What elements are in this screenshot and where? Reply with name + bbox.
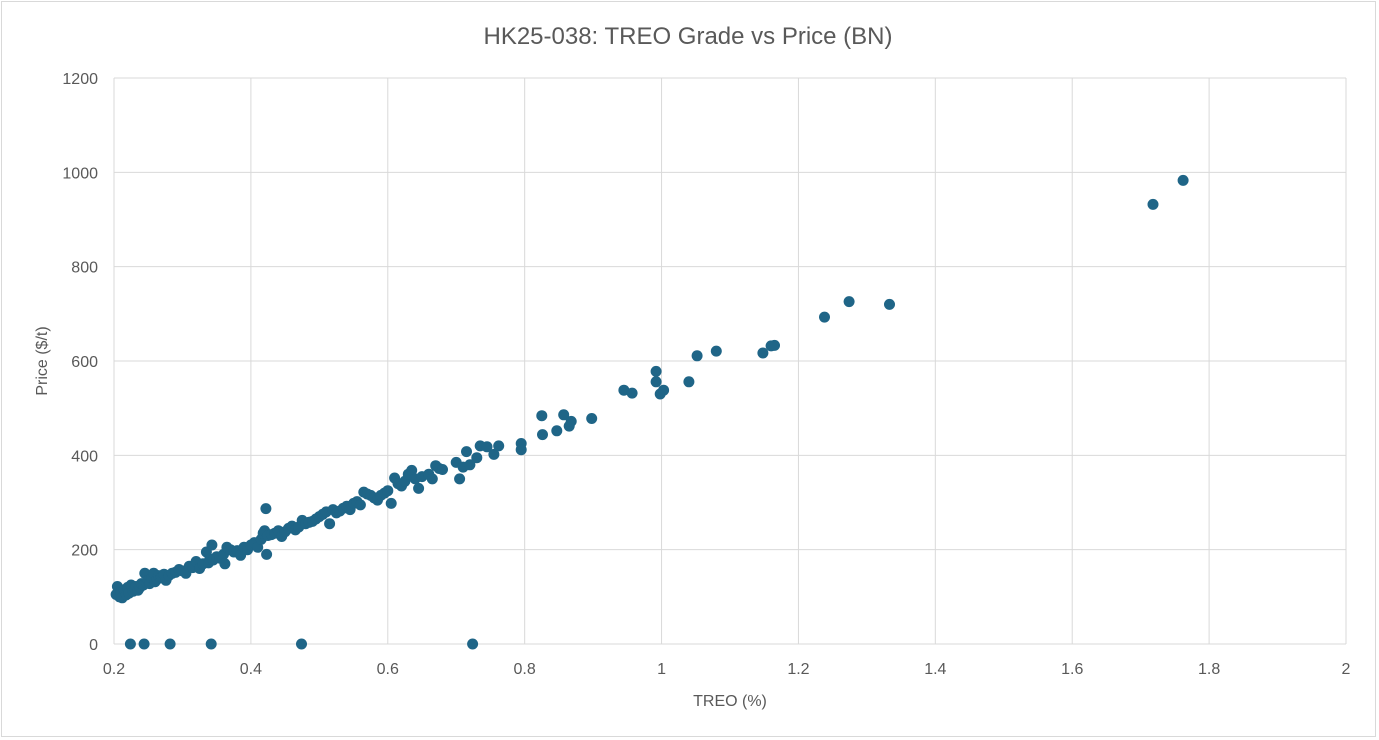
y-tick-label: 600	[71, 354, 98, 371]
data-point	[626, 387, 638, 399]
data-point	[206, 539, 218, 551]
data-point	[658, 384, 670, 396]
data-point	[296, 638, 307, 650]
data-point	[819, 311, 830, 323]
x-tick-label: 0.8	[514, 661, 536, 678]
data-point	[124, 638, 136, 650]
y-tick-label: 200	[71, 543, 98, 560]
x-tick-label: 2	[1342, 661, 1351, 678]
data-point	[406, 464, 418, 476]
y-tick-label: 1200	[62, 71, 98, 88]
x-axis-label: TREO (%)	[693, 693, 767, 710]
data-point	[1147, 198, 1159, 210]
data-point	[261, 548, 273, 560]
data-point	[464, 459, 476, 471]
data-point	[260, 503, 272, 515]
x-tick-label: 0.2	[103, 661, 125, 678]
data-point	[650, 376, 662, 388]
x-tick-label: 1.4	[924, 661, 946, 678]
chart-title: HK25-038: TREO Grade vs Price (BN)	[483, 23, 892, 50]
data-point	[537, 429, 548, 441]
data-point	[461, 446, 472, 458]
data-point	[650, 365, 662, 377]
data-point	[843, 296, 855, 308]
data-point	[164, 638, 176, 650]
data-point	[354, 499, 366, 511]
data-point	[710, 345, 722, 357]
data-point	[586, 413, 598, 424]
data-point	[488, 448, 500, 460]
data-point	[558, 409, 570, 421]
data-point	[467, 638, 479, 650]
data-point	[515, 444, 527, 456]
y-tick-label: 400	[71, 448, 98, 465]
data-point	[382, 485, 394, 497]
data-point	[426, 473, 438, 485]
data-point	[205, 638, 217, 650]
data-point	[1177, 174, 1189, 186]
data-point	[413, 482, 425, 494]
x-tick-label: 1	[657, 661, 666, 678]
data-point	[551, 425, 563, 437]
data-point	[454, 473, 466, 485]
data-point	[437, 464, 448, 475]
y-tick-label: 0	[89, 637, 98, 654]
data-point	[691, 350, 703, 362]
data-point	[536, 410, 548, 422]
x-tick-label: 0.6	[377, 661, 399, 678]
y-axis-label: Price ($/t)	[34, 326, 51, 395]
data-point	[769, 339, 780, 351]
x-tick-label: 1.2	[787, 661, 809, 678]
data-point	[565, 415, 577, 427]
data-point	[385, 497, 397, 509]
data-point	[493, 440, 505, 452]
data-point	[471, 452, 483, 464]
data-point	[219, 558, 231, 570]
points-layer	[110, 174, 1189, 650]
x-tick-label: 0.4	[240, 661, 262, 678]
tick-layer: 0.2 0.4 0.6 0.8 1 1.2 1.4 1.6 1.8 2 0 200 400 600 800 1…	[62, 71, 1350, 678]
data-point	[481, 441, 493, 453]
data-point	[324, 518, 336, 530]
data-point	[884, 298, 895, 310]
x-tick-label: 1.6	[1061, 661, 1083, 678]
grid-layer	[113, 77, 1347, 645]
y-tick-label: 1000	[62, 165, 98, 182]
data-point	[683, 376, 695, 388]
data-point	[757, 347, 769, 359]
data-point	[138, 638, 150, 650]
y-tick-label: 800	[71, 260, 98, 277]
x-tick-label: 1.8	[1198, 661, 1220, 678]
